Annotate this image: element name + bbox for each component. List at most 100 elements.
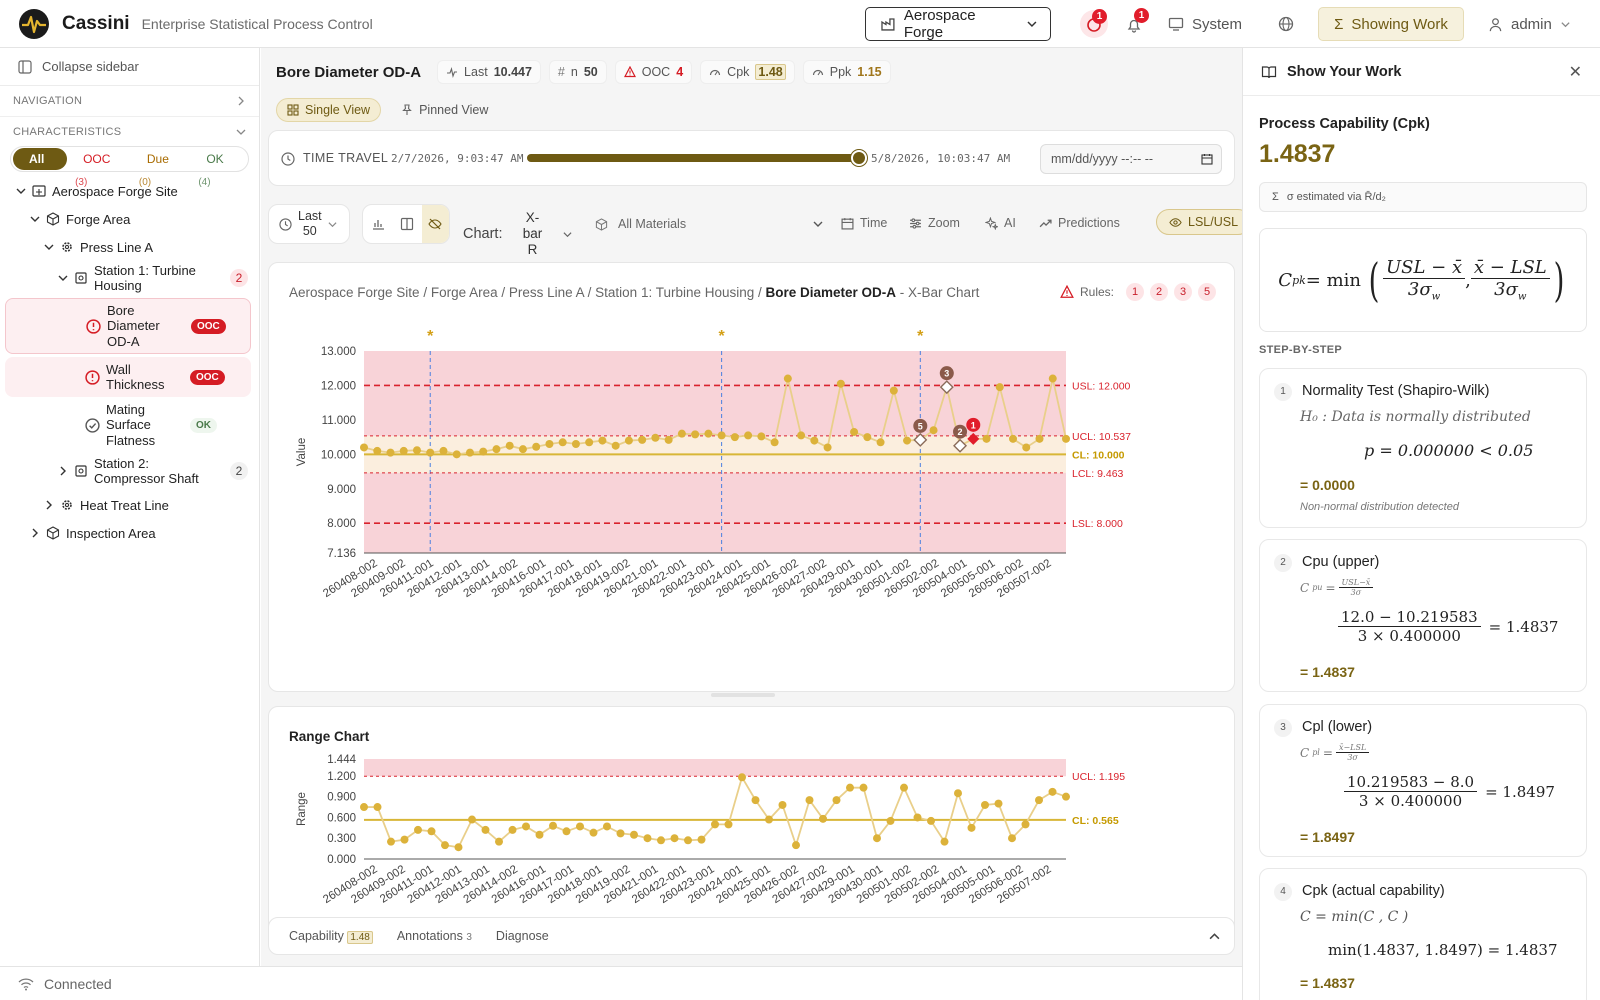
- materials-select[interactable]: All Materials: [589, 206, 829, 242]
- usl-label: USL: 12.000: [1072, 380, 1131, 392]
- trending-up-icon: [1039, 219, 1052, 227]
- station-1-ooc-count: 2: [230, 269, 248, 287]
- tree-node-station-2[interactable]: Station 2: Compressor Shaft 2: [58, 454, 248, 488]
- last-n-selector[interactable]: Last 50: [268, 204, 350, 244]
- resize-handle[interactable]: [711, 693, 775, 697]
- tab-annotations[interactable]: Annotations 3: [396, 929, 472, 943]
- rule-badge[interactable]: 2: [1150, 283, 1168, 301]
- navigation-section[interactable]: NAVIGATION: [0, 86, 259, 116]
- zoom-button[interactable]: Zoom: [909, 216, 960, 230]
- data-point: [589, 828, 598, 837]
- showing-work-toggle[interactable]: Σ Showing Work: [1318, 7, 1464, 41]
- close-icon[interactable]: ✕: [1568, 63, 1582, 81]
- data-point: [479, 447, 488, 456]
- violation-point: [953, 438, 968, 453]
- data-point: [603, 822, 611, 831]
- tree-node-station-1[interactable]: Station 1: Turbine Housing 2: [58, 262, 248, 294]
- data-point: [643, 834, 652, 843]
- data-point: [616, 829, 625, 838]
- notifications-button[interactable]: 1: [1120, 8, 1149, 38]
- data-point: [598, 436, 607, 445]
- layout-split-button[interactable]: [392, 205, 421, 243]
- chart-type-selector[interactable]: Chart: X-bar R: [463, 210, 572, 258]
- filter-all[interactable]: All (7): [13, 148, 68, 188]
- system-button[interactable]: System: [1168, 8, 1242, 40]
- user-menu[interactable]: admin: [1488, 8, 1571, 40]
- data-point: [558, 438, 567, 447]
- tab-diagnose[interactable]: Diagnose: [495, 929, 549, 943]
- time-travel-datetime-input[interactable]: mm/dd/yyyy --:-- --: [1040, 144, 1222, 174]
- clock-icon: [279, 217, 292, 231]
- layout-single-button[interactable]: [363, 205, 392, 243]
- slider-thumb[interactable]: [851, 150, 867, 166]
- range-chart[interactable]: 1.444 1.200 0.900 0.600 0.300 0.000 Range UCL: …: [269, 747, 1234, 947]
- violation-rule-label: 1: [971, 420, 976, 430]
- tab-capability[interactable]: Capability 1.48: [289, 929, 373, 944]
- data-point: [571, 440, 580, 449]
- rule-badge[interactable]: 3: [1174, 283, 1192, 301]
- tree-node-press-line[interactable]: Press Line A: [44, 236, 153, 258]
- data-point: [360, 803, 368, 812]
- layout-overlay-button[interactable]: [421, 205, 449, 243]
- tree-node-wall-thickness[interactable]: Wall Thickness OOC: [5, 357, 251, 397]
- tab-pinned-view[interactable]: Pinned View: [391, 98, 498, 122]
- xbar-chart[interactable]: 13.000 12.000 11.000 10.000 9.000 8.000 7.136 V…: [269, 303, 1234, 658]
- data-point: [465, 448, 474, 457]
- system-label: System: [1192, 15, 1243, 33]
- collapse-sidebar-button[interactable]: Collapse sidebar: [0, 48, 259, 86]
- characteristics-section[interactable]: CHARACTERISTICS: [0, 116, 259, 146]
- gauge-icon: [812, 69, 823, 76]
- tab-single-view[interactable]: Single View: [276, 98, 382, 122]
- tree-node-site[interactable]: Aerospace Forge Site: [16, 180, 178, 202]
- tree-node-forge-area[interactable]: Forge Area: [30, 208, 130, 230]
- y-tick-label: 1.444: [327, 754, 356, 766]
- tree-node-inspection[interactable]: Inspection Area: [30, 522, 156, 544]
- chevron-up-icon[interactable]: [1209, 931, 1220, 942]
- violation-rule-badge: [966, 417, 981, 432]
- stat-cpk: Cpk 1.48: [700, 60, 795, 84]
- capability-title: Process Capability (Cpk): [1259, 116, 1430, 132]
- time-travel-slider[interactable]: [527, 150, 867, 166]
- violations-button[interactable]: 1: [1080, 9, 1108, 38]
- stat-n: # n 50: [548, 60, 607, 84]
- alert-circle-icon: [85, 369, 100, 385]
- data-point: [744, 431, 753, 440]
- language-button[interactable]: [1278, 8, 1294, 40]
- tree-node-heat-treat[interactable]: Heat Treat Line: [44, 494, 169, 516]
- station-icon: [75, 272, 87, 284]
- filter-ooc[interactable]: OOC (3): [75, 152, 111, 188]
- station-icon: [75, 465, 87, 477]
- annotation-marker: *: [719, 328, 726, 345]
- rule-badge[interactable]: 5: [1198, 283, 1216, 301]
- data-point: [757, 432, 766, 441]
- filter-due[interactable]: Due (0): [138, 152, 169, 188]
- slider-fill: [527, 154, 859, 162]
- rule-badge[interactable]: 1: [1126, 283, 1144, 301]
- sigma-icon: Σ: [1334, 15, 1344, 33]
- gear-icon: [62, 500, 72, 510]
- ooc-badge: OOC: [190, 369, 225, 385]
- connection-status: Connected: [44, 975, 112, 992]
- y-tick-label: 0.300: [327, 833, 356, 845]
- time-travel-label: TIME TRAVEL: [303, 151, 389, 165]
- station-2-count: 2: [230, 462, 248, 480]
- stat-ppk: Ppk 1.15: [802, 60, 891, 84]
- showing-work-label: Showing Work: [1351, 15, 1448, 33]
- data-point: [518, 445, 527, 454]
- ai-button[interactable]: AI: [985, 216, 1016, 230]
- lsl-usl-toggle[interactable]: LSL/USL: [1156, 209, 1252, 235]
- filter-ok[interactable]: OK (4): [198, 152, 224, 188]
- data-point: [981, 800, 989, 809]
- data-point: [903, 436, 912, 445]
- capability-value: 1.4837: [1259, 140, 1336, 168]
- tree-node-bore-diameter[interactable]: Bore Diameter OD-A OOC: [5, 298, 251, 354]
- lcl-label: LCL: 9.463: [1072, 468, 1124, 480]
- data-point: [810, 436, 819, 445]
- plant-selector[interactable]: Aerospace Forge: [865, 7, 1051, 41]
- time-button[interactable]: Time: [841, 216, 887, 230]
- predictions-button[interactable]: Predictions: [1039, 216, 1120, 230]
- chevron-right-icon: [32, 528, 38, 538]
- tree-node-mating-surface[interactable]: Mating Surface Flatness OK: [5, 400, 251, 450]
- y-tick-label: 9.000: [327, 484, 356, 496]
- stat-ooc: OOC 4: [614, 60, 693, 84]
